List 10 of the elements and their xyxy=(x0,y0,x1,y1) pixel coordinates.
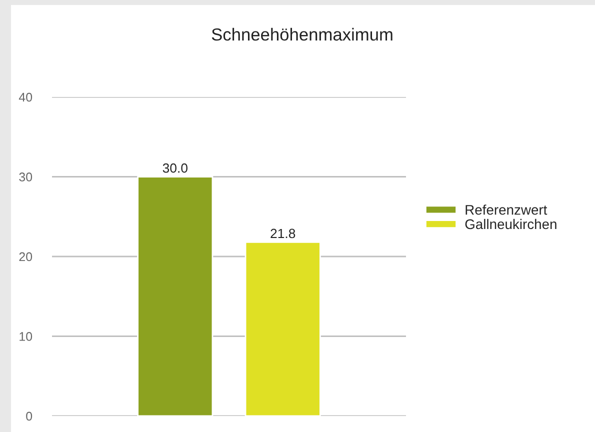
chart-title: Schneehöhenmaximum xyxy=(212,28,392,41)
data-label: 21.8 xyxy=(270,228,296,238)
y-tick-label: 30 xyxy=(19,172,32,182)
legend-label: Referenzwert xyxy=(466,204,548,215)
data-label: 30.0 xyxy=(162,163,188,173)
y-tick-label: 0 xyxy=(26,412,32,421)
y-tick-label: 10 xyxy=(20,332,32,341)
legend-label: Gallneukirchen xyxy=(465,218,556,230)
y-tick-label: 40 xyxy=(18,92,32,102)
y-tick-label: 20 xyxy=(19,252,32,262)
